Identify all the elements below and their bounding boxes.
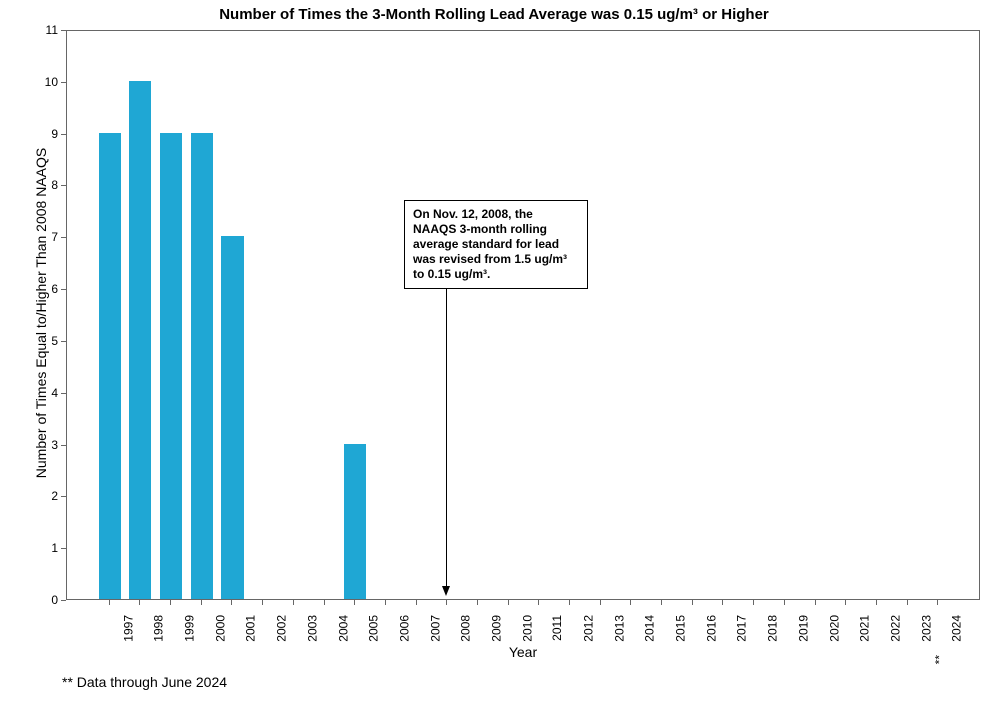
ytick-mark bbox=[61, 30, 66, 31]
xtick-mark bbox=[907, 600, 908, 605]
xtick-mark bbox=[231, 600, 232, 605]
ytick-mark bbox=[61, 445, 66, 446]
xtick-mark bbox=[600, 600, 601, 605]
annotation-arrow-head bbox=[442, 586, 450, 596]
ytick-mark bbox=[61, 600, 66, 601]
xtick-label: 2005 bbox=[367, 615, 381, 642]
xtick-mark bbox=[477, 600, 478, 605]
xtick-label: 2024 bbox=[950, 615, 964, 642]
xtick-label: 2007 bbox=[428, 615, 442, 642]
ytick-mark bbox=[61, 496, 66, 497]
xtick-mark bbox=[569, 600, 570, 605]
xtick-mark bbox=[784, 600, 785, 605]
ytick-label: 0 bbox=[32, 593, 58, 607]
annotation-box: On Nov. 12, 2008, the NAAQS 3-month roll… bbox=[404, 200, 588, 289]
ytick-label: 7 bbox=[32, 230, 58, 244]
ytick-label: 10 bbox=[32, 75, 58, 89]
xtick-label: 1998 bbox=[152, 615, 166, 642]
bar bbox=[191, 133, 213, 599]
xtick-label: 2011 bbox=[550, 615, 564, 641]
bar bbox=[129, 81, 151, 599]
ytick-mark bbox=[61, 237, 66, 238]
xtick-label: 2001 bbox=[244, 615, 258, 642]
xtick-mark bbox=[753, 600, 754, 605]
xtick-label: 2006 bbox=[398, 615, 412, 642]
xtick-label: 2004 bbox=[336, 615, 350, 642]
ytick-label: 3 bbox=[32, 438, 58, 452]
ytick-label: 1 bbox=[32, 541, 58, 555]
ytick-label: 11 bbox=[32, 23, 58, 37]
xtick-mark bbox=[630, 600, 631, 605]
xtick-mark bbox=[661, 600, 662, 605]
ytick-mark bbox=[61, 393, 66, 394]
xtick-mark bbox=[354, 600, 355, 605]
xtick-label: 2021 bbox=[858, 615, 872, 642]
xtick-mark bbox=[293, 600, 294, 605]
chart-title: Number of Times the 3-Month Rolling Lead… bbox=[0, 6, 988, 23]
xtick-label: 2000 bbox=[214, 615, 228, 642]
xtick-mark bbox=[324, 600, 325, 605]
xtick-mark bbox=[109, 600, 110, 605]
xtick-label: 2010 bbox=[520, 615, 534, 642]
xtick-label: 2014 bbox=[643, 615, 657, 642]
ytick-label: 9 bbox=[32, 127, 58, 141]
ytick-label: 6 bbox=[32, 282, 58, 296]
xtick-mark bbox=[446, 600, 447, 605]
xtick-mark bbox=[508, 600, 509, 605]
xtick-label: 2012 bbox=[582, 615, 596, 642]
ytick-label: 4 bbox=[32, 386, 58, 400]
xtick-label: 2013 bbox=[612, 615, 626, 642]
xtick-label: 2016 bbox=[704, 615, 718, 642]
ytick-label: 5 bbox=[32, 334, 58, 348]
xtick-mark bbox=[538, 600, 539, 605]
bar bbox=[99, 133, 121, 599]
xtick-mark bbox=[845, 600, 846, 605]
ytick-mark bbox=[61, 134, 66, 135]
plot-area bbox=[66, 30, 980, 600]
xtick-mark bbox=[815, 600, 816, 605]
xtick-mark bbox=[170, 600, 171, 605]
x-axis-title: Year bbox=[66, 644, 980, 660]
xtick-mark bbox=[262, 600, 263, 605]
xtick-label: 1999 bbox=[183, 615, 197, 642]
ytick-label: 8 bbox=[32, 178, 58, 192]
xtick-mark bbox=[937, 600, 938, 605]
xtick-label: 2022 bbox=[889, 615, 903, 642]
bar bbox=[221, 236, 243, 599]
xtick-mark bbox=[876, 600, 877, 605]
xtick-secondary-note: ** bbox=[933, 655, 947, 664]
footnote: ** Data through June 2024 bbox=[62, 674, 227, 690]
xtick-mark bbox=[385, 600, 386, 605]
ytick-mark bbox=[61, 548, 66, 549]
xtick-label: 2018 bbox=[766, 615, 780, 642]
annotation-arrow-line bbox=[446, 289, 447, 588]
xtick-mark bbox=[201, 600, 202, 605]
xtick-mark bbox=[692, 600, 693, 605]
ytick-mark bbox=[61, 341, 66, 342]
xtick-label: 2002 bbox=[275, 615, 289, 642]
xtick-label: 2009 bbox=[490, 615, 504, 642]
xtick-label: 2019 bbox=[797, 615, 811, 642]
xtick-mark bbox=[139, 600, 140, 605]
xtick-label: 2023 bbox=[919, 615, 933, 642]
xtick-mark bbox=[722, 600, 723, 605]
ytick-label: 2 bbox=[32, 489, 58, 503]
xtick-label: 2020 bbox=[827, 615, 841, 642]
bar bbox=[160, 133, 182, 599]
xtick-label: 1997 bbox=[121, 615, 135, 642]
xtick-label: 2017 bbox=[735, 615, 749, 642]
bar bbox=[344, 444, 366, 599]
xtick-mark bbox=[416, 600, 417, 605]
ytick-mark bbox=[61, 289, 66, 290]
xtick-label: 2003 bbox=[306, 615, 320, 642]
xtick-label: 2015 bbox=[674, 615, 688, 642]
ytick-mark bbox=[61, 185, 66, 186]
ytick-mark bbox=[61, 82, 66, 83]
xtick-label: 2008 bbox=[459, 615, 473, 642]
